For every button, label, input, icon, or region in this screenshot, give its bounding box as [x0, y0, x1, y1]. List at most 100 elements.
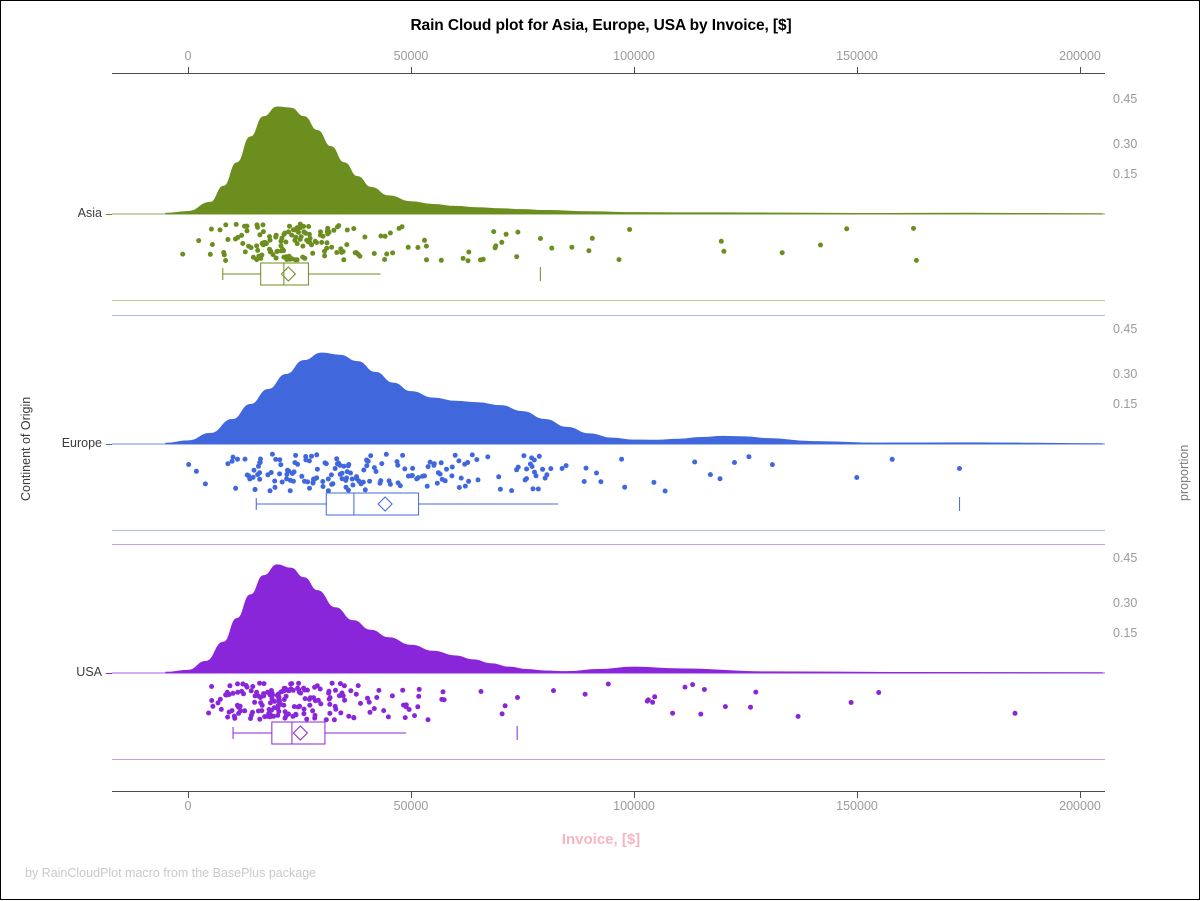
jitter-point — [322, 460, 328, 466]
jitter-point — [440, 689, 446, 695]
jitter-point — [509, 488, 515, 494]
x-tick-mark — [411, 792, 412, 798]
x-tick-label: 0 — [184, 49, 192, 63]
jitter-point — [248, 245, 254, 251]
jitter-point — [362, 487, 368, 493]
jitter-point — [299, 473, 305, 479]
jitter-point — [283, 239, 289, 245]
jitter-point — [305, 479, 311, 485]
jitter-point — [336, 460, 342, 466]
panel-separator-bottom — [112, 530, 1105, 531]
jitter-point — [259, 241, 265, 246]
jitter-point — [223, 258, 229, 263]
jitter-point — [331, 227, 337, 233]
jitter-point — [302, 255, 308, 261]
jitter-point — [320, 484, 326, 489]
jitter-point — [449, 473, 455, 479]
jitter-point — [353, 691, 359, 697]
jitter-point — [279, 479, 285, 485]
jitter-point — [701, 687, 707, 692]
jitter-point — [276, 702, 282, 708]
jitter-point — [435, 470, 441, 476]
jitter-outlier-point — [514, 695, 520, 700]
jitter-point — [307, 485, 312, 491]
jitter-point — [273, 232, 279, 238]
jitter-point — [682, 684, 688, 690]
jitter-point — [535, 486, 541, 492]
jitter-point — [339, 249, 345, 255]
jitter-point — [293, 234, 299, 240]
jitter-point — [290, 227, 296, 233]
jitter-point — [315, 697, 321, 703]
jitter-point — [373, 469, 379, 474]
jitter-point — [582, 691, 588, 697]
jitter-point — [296, 680, 302, 686]
group-color-dash — [106, 444, 112, 445]
jitter-point — [283, 693, 289, 699]
jitter-point — [218, 706, 224, 712]
jitter-point — [281, 231, 287, 237]
jitter-point — [422, 237, 427, 243]
jitter-point — [286, 688, 292, 694]
jitter-point — [302, 687, 308, 693]
jitter-point — [514, 467, 520, 473]
jitter-point — [514, 254, 520, 260]
jitter-point — [235, 456, 240, 462]
jitter-point — [257, 476, 263, 482]
jitter-point — [312, 698, 318, 704]
jitter-point — [266, 711, 272, 717]
jitter-point — [301, 229, 307, 235]
jitter-point — [317, 686, 323, 692]
jitter-point — [231, 713, 237, 719]
jitter-point — [287, 223, 292, 229]
jitter-point — [456, 485, 462, 490]
jitter-point — [351, 715, 357, 720]
jitter-point — [549, 245, 555, 251]
jitter-outlier-point — [957, 466, 963, 471]
density-area — [165, 106, 1103, 215]
jitter-point — [449, 464, 455, 470]
jitter-point — [341, 257, 347, 263]
jitter-point — [474, 457, 480, 463]
jitter-point — [434, 480, 440, 486]
jitter-point — [322, 253, 328, 259]
jitter-point — [281, 248, 287, 254]
jitter-point — [405, 473, 411, 479]
proportion-tick-label: 0.30 — [1113, 596, 1138, 610]
jitter-point — [376, 687, 382, 693]
jitter-point — [229, 708, 235, 714]
jitter-point — [466, 478, 472, 484]
jitter-point — [242, 223, 247, 229]
jitter-point — [645, 697, 651, 703]
jitter-point — [255, 708, 261, 714]
jitter-point — [911, 225, 916, 231]
jitter-point — [532, 469, 537, 475]
jitter-point — [311, 695, 317, 701]
jitter-point — [605, 681, 611, 687]
jitter-point — [325, 228, 331, 234]
jitter-point — [431, 462, 437, 468]
jitter-point — [207, 251, 213, 257]
jitter-point — [271, 713, 276, 719]
jitter-point — [256, 253, 262, 259]
jitter-point — [290, 687, 296, 693]
jitter-points — [206, 680, 1018, 723]
jitter-point — [292, 460, 298, 466]
jitter-point — [293, 711, 299, 717]
jitter-point — [324, 245, 330, 251]
jitter-point — [284, 471, 290, 477]
group-color-dash — [106, 673, 112, 674]
jitter-point — [215, 700, 221, 706]
jitter-point — [217, 696, 223, 702]
jitter-outlier-point — [537, 236, 543, 241]
jitter-point — [310, 479, 316, 485]
jitter-point — [242, 249, 248, 255]
jitter-point — [267, 488, 273, 494]
jitter-point — [395, 462, 401, 468]
jitter-point — [337, 462, 343, 468]
jitter-point — [409, 473, 415, 478]
jitter-point — [323, 717, 329, 723]
jitter-point — [252, 699, 258, 705]
